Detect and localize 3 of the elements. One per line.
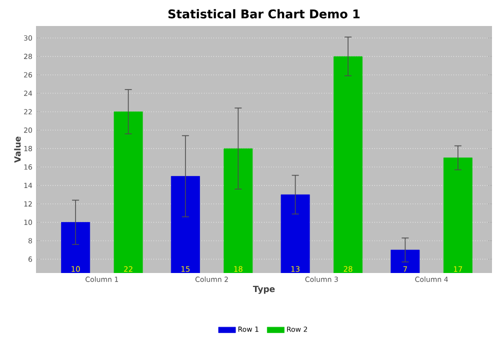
y-axis-title: Value	[14, 136, 21, 163]
chart-title: Statistical Bar Chart Demo 1	[168, 9, 360, 18]
x-axis-title: Type	[252, 286, 275, 294]
